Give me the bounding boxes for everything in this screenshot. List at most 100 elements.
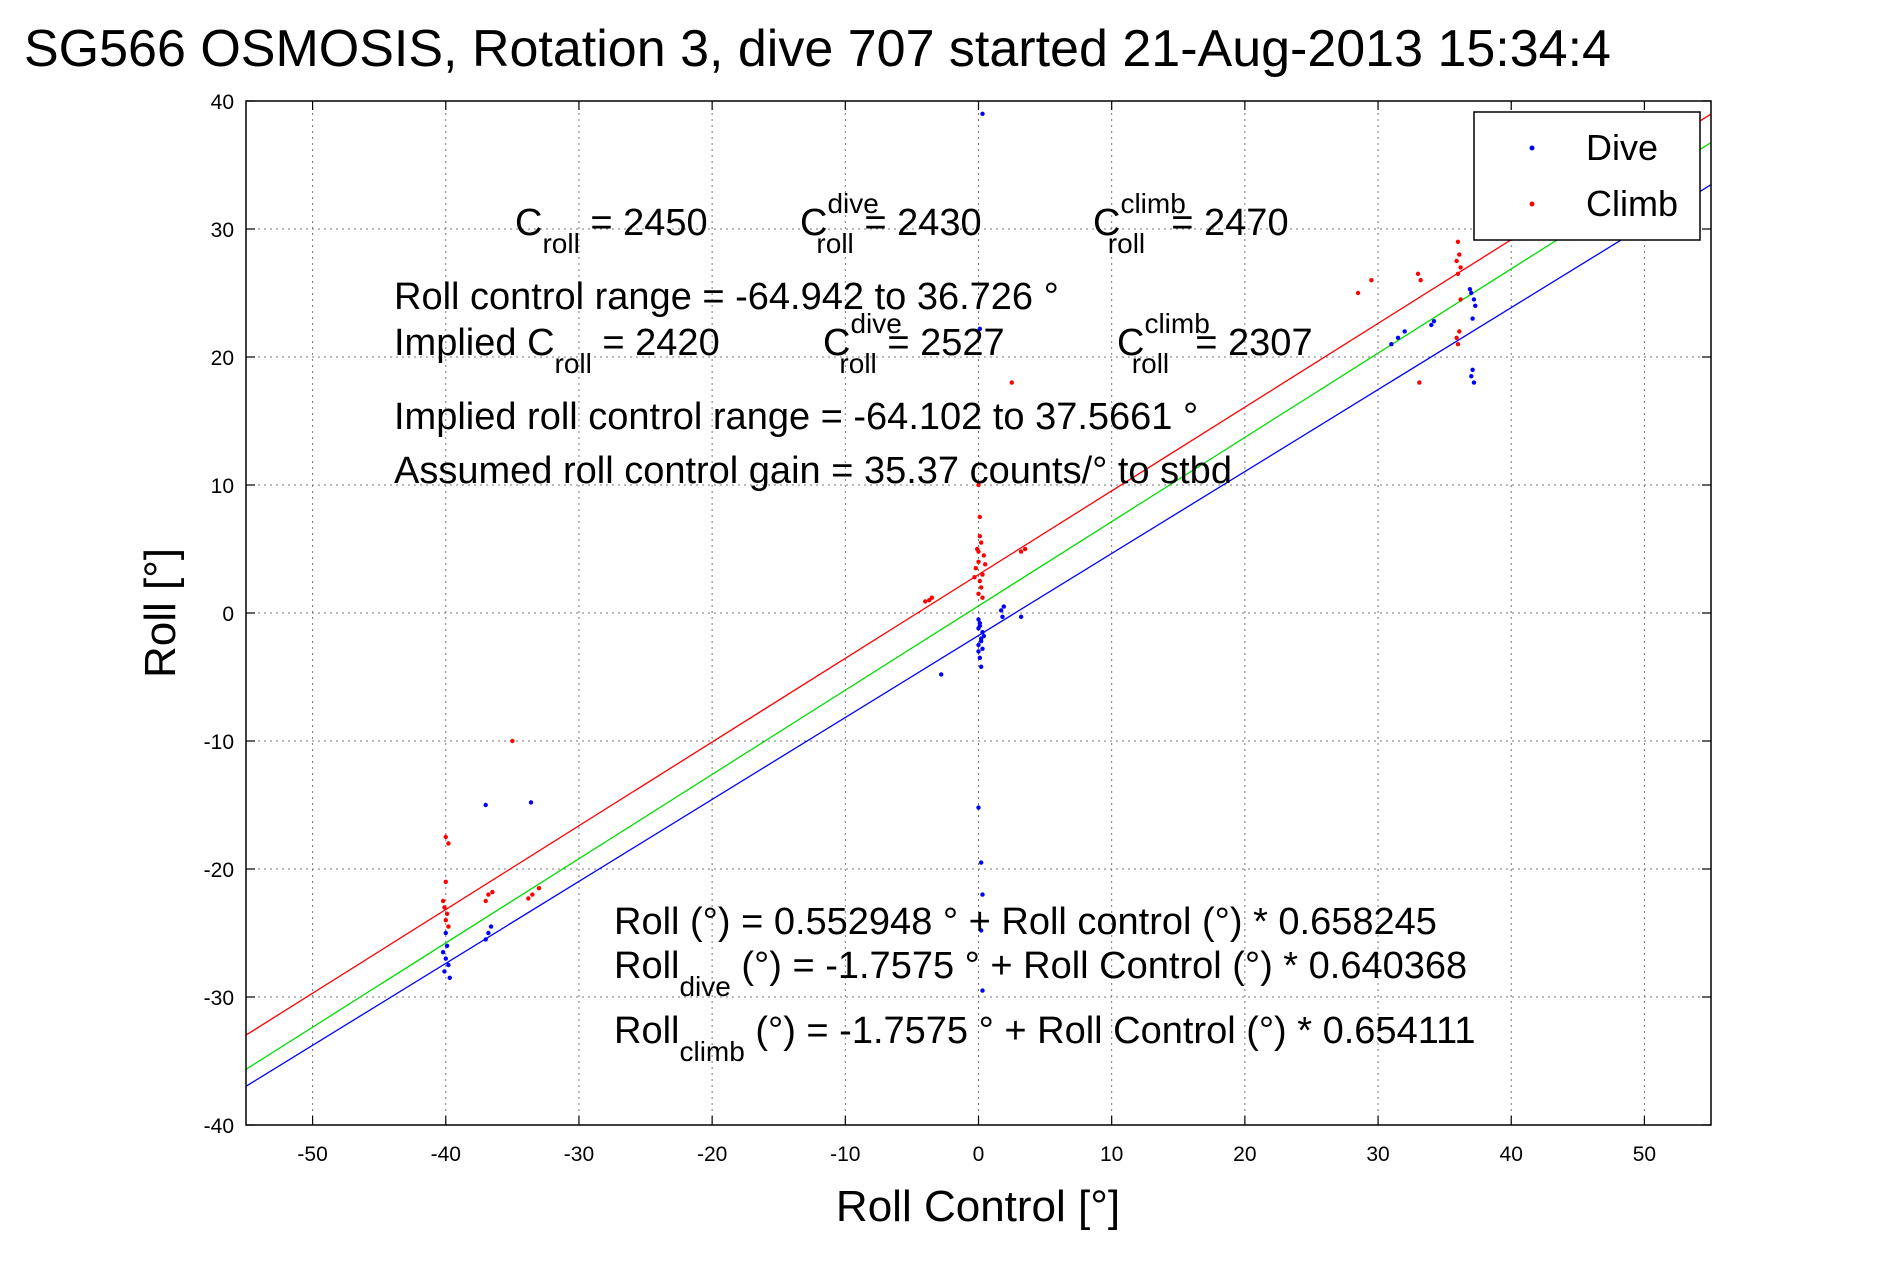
x-tick-label: 0 bbox=[973, 1143, 985, 1166]
point-climb bbox=[530, 892, 535, 897]
point-dive bbox=[980, 892, 985, 897]
point-dive bbox=[981, 633, 987, 639]
point-dive bbox=[1467, 286, 1473, 292]
fit-line bbox=[245, 141, 1712, 1070]
point-climb bbox=[1018, 549, 1024, 554]
implied-c-roll-climb-annotation: Cclimb roll = 2307 bbox=[1117, 308, 1313, 379]
point-climb bbox=[490, 889, 495, 895]
axis-ticks bbox=[246, 100, 1711, 1126]
point-climb bbox=[1454, 335, 1459, 340]
legend-box bbox=[1473, 111, 1701, 241]
x-tick-label: 30 bbox=[1366, 1143, 1389, 1166]
c-roll-annotation: Cclimb roll = 2470 bbox=[1093, 188, 1289, 259]
point-dive bbox=[976, 617, 981, 622]
point-climb bbox=[976, 591, 981, 596]
legend-marker-climb bbox=[1529, 201, 1535, 207]
point-climb bbox=[442, 905, 447, 910]
point-dive bbox=[1469, 374, 1474, 379]
implied-c-roll-annotation: Implied Croll = 2420 bbox=[394, 322, 720, 379]
point-climb bbox=[976, 559, 981, 564]
point-dive bbox=[1000, 614, 1005, 620]
point-dive bbox=[1001, 604, 1007, 609]
x-tick-label: -10 bbox=[830, 1143, 860, 1166]
point-climb bbox=[1455, 342, 1461, 347]
point-dive bbox=[939, 672, 944, 677]
y-tick-label: 40 bbox=[211, 91, 234, 114]
point-dive bbox=[440, 950, 446, 955]
point-climb bbox=[510, 738, 515, 744]
point-dive bbox=[1402, 329, 1407, 334]
point-dive bbox=[1389, 342, 1394, 347]
chart-title: SG566 OSMOSIS, Rotation 3, dive 707 star… bbox=[24, 20, 1611, 78]
point-climb bbox=[982, 562, 988, 567]
point-dive bbox=[980, 111, 985, 117]
annotations: Croll = 2450 Cdive roll = 2430 Cclimb roll =… bbox=[394, 188, 1475, 1067]
point-climb bbox=[976, 549, 981, 554]
point-dive bbox=[486, 930, 491, 936]
tick-labels: -50 -40 -30 -20 -10 0 10 20 30 40 50 -40 -30 -20 -10 0 1… bbox=[204, 91, 1656, 1166]
point-dive bbox=[1431, 318, 1437, 324]
point-dive bbox=[978, 638, 984, 644]
point-dive bbox=[443, 956, 448, 961]
point-climb bbox=[978, 540, 984, 545]
point-climb bbox=[1415, 271, 1421, 276]
point-dive bbox=[977, 655, 983, 660]
x-tick-label: 40 bbox=[1500, 1143, 1523, 1166]
point-dive bbox=[1469, 290, 1474, 296]
point-climb bbox=[1458, 297, 1463, 302]
point-climb bbox=[1355, 290, 1361, 296]
point-climb bbox=[977, 514, 983, 520]
point-dive bbox=[1471, 297, 1477, 302]
implied-c-roll-dive-annotation: Cdive roll = 2527 bbox=[823, 308, 1005, 379]
point-climb bbox=[526, 896, 531, 901]
point-dive bbox=[1018, 614, 1024, 620]
point-climb bbox=[978, 585, 984, 590]
y-tick-label: -30 bbox=[204, 987, 234, 1010]
point-dive bbox=[1470, 367, 1475, 372]
point-climb bbox=[1454, 258, 1459, 264]
point-climb bbox=[443, 918, 448, 923]
c-roll-annotation: Croll = 2450 bbox=[515, 202, 708, 259]
point-climb bbox=[980, 595, 985, 600]
point-dive bbox=[1470, 316, 1475, 321]
x-tick-label: -20 bbox=[697, 1143, 727, 1166]
point-climb bbox=[443, 879, 448, 884]
point-dive bbox=[976, 626, 981, 631]
y-tick-label: -20 bbox=[204, 859, 234, 882]
point-climb bbox=[1458, 265, 1463, 270]
gain-annotation: Assumed roll control gain = 35.37 counts… bbox=[394, 450, 1232, 492]
point-dive bbox=[976, 649, 981, 654]
point-dive bbox=[483, 802, 488, 808]
point-climb bbox=[977, 578, 983, 584]
y-tick-label: 30 bbox=[211, 219, 234, 242]
point-climb bbox=[981, 553, 987, 558]
y-tick-label: 20 bbox=[211, 347, 234, 370]
point-climb bbox=[1455, 271, 1461, 276]
point-climb bbox=[977, 534, 983, 539]
point-dive bbox=[1471, 380, 1477, 385]
point-climb bbox=[1457, 252, 1462, 257]
point-dive bbox=[978, 928, 984, 933]
point-climb bbox=[440, 898, 446, 904]
point-dive bbox=[980, 630, 985, 635]
point-dive bbox=[446, 962, 451, 968]
point-dive bbox=[976, 642, 981, 648]
point-dive bbox=[1395, 335, 1401, 340]
point-climb bbox=[980, 572, 985, 577]
point-climb bbox=[1369, 278, 1374, 283]
point-climb bbox=[1022, 546, 1028, 552]
implied-range-annotation: Implied roll control range = -64.102 to … bbox=[394, 396, 1198, 438]
point-dive bbox=[447, 975, 452, 980]
fit-line bbox=[245, 184, 1712, 1087]
x-tick-label: -50 bbox=[297, 1143, 327, 1166]
fit-equation-overall: Roll (°) = 0.552948 ° + Roll control (°)… bbox=[614, 901, 1437, 943]
point-climb bbox=[446, 924, 451, 929]
y-tick-label: 0 bbox=[222, 603, 234, 626]
point-dive bbox=[978, 860, 984, 865]
point-climb bbox=[1457, 329, 1462, 334]
x-tick-label: 20 bbox=[1233, 1143, 1256, 1166]
point-climb bbox=[443, 834, 448, 840]
fit-equation-dive: Rolldive (°) = -1.7575 ° + Roll Control … bbox=[614, 945, 1467, 1002]
